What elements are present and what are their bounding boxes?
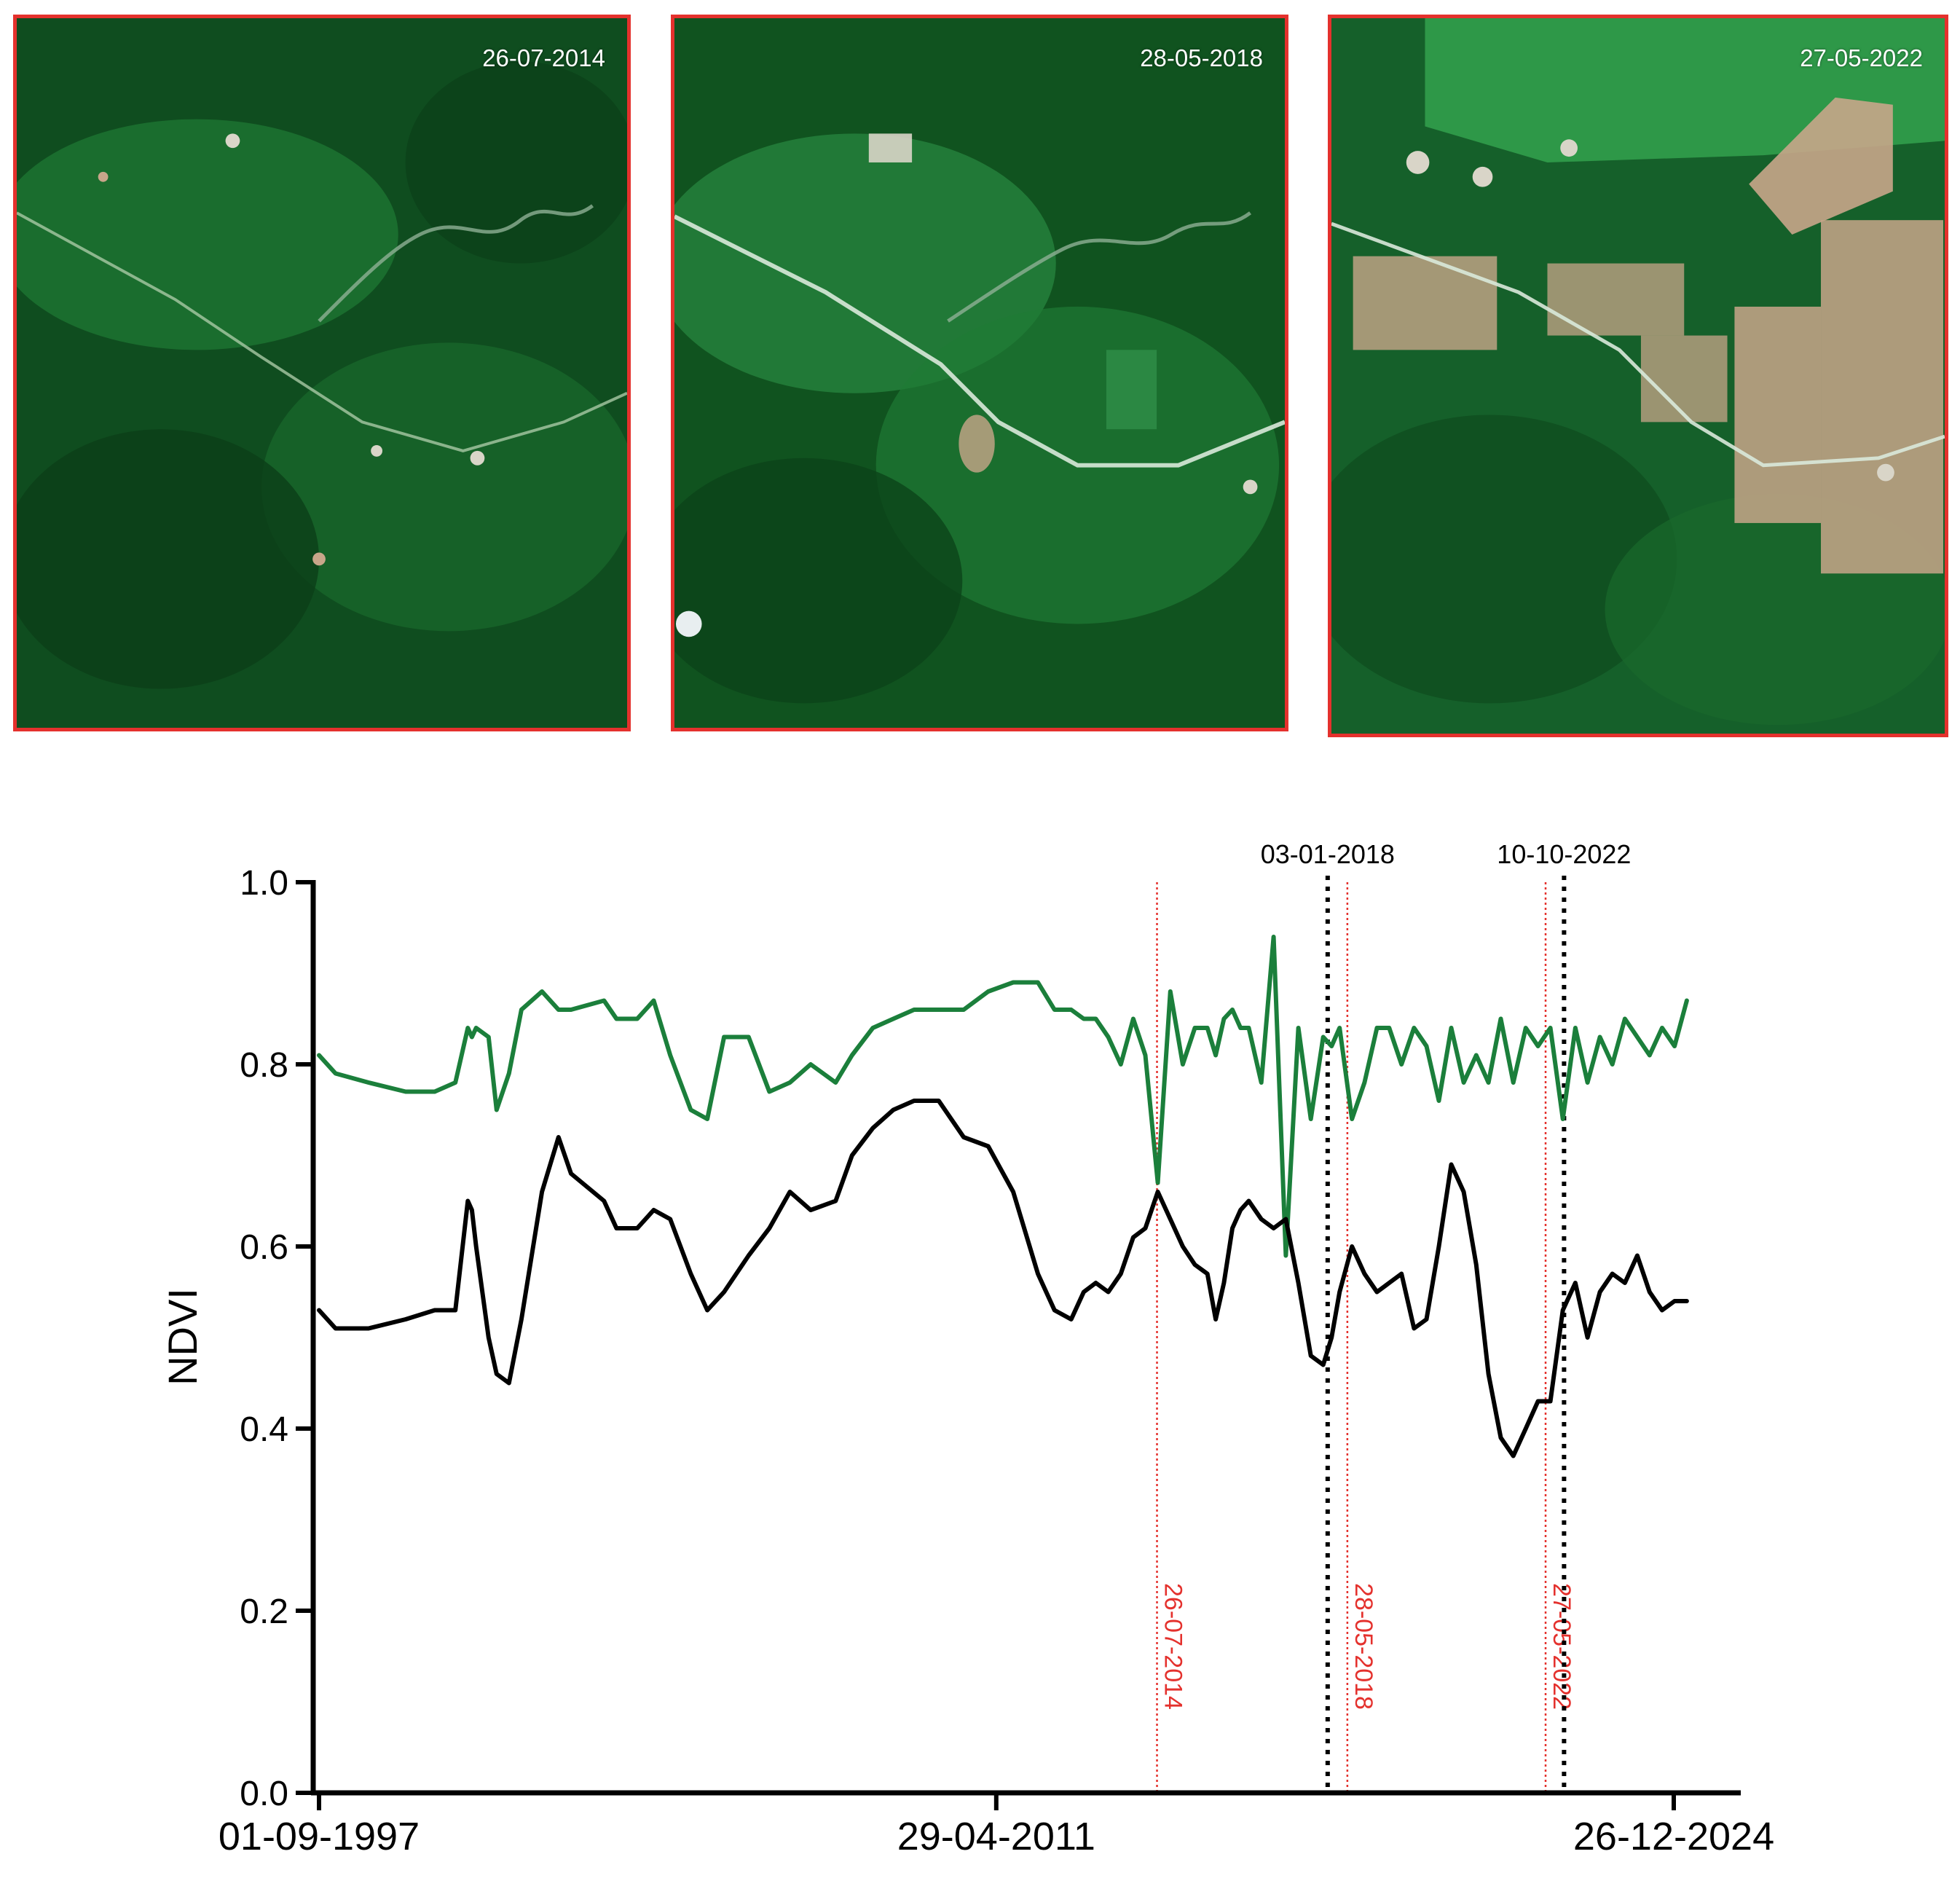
x-tick-label-1: 29-04-2011 — [897, 1815, 1095, 1858]
satellite-image-3 — [1331, 18, 1945, 734]
image-date-label-1: 26-07-2014 — [1160, 1583, 1187, 1710]
satellite-panel-1: 26-07-2014 — [13, 15, 631, 731]
panel-date-1: 26-07-2014 — [482, 44, 605, 71]
y-tick-label-0: 0.0 — [240, 1775, 288, 1813]
y-tick-label-1: 0.2 — [240, 1593, 288, 1631]
y-axis-label: NDVI — [160, 1288, 205, 1386]
x-tick-label-0: 01-09-1997 — [219, 1815, 420, 1858]
panel-date-3: 27-05-2022 — [1800, 44, 1923, 71]
ndvi-chart: 26-07-2014 28-05-2018 27-05-2022 03-01-2018… — [160, 839, 1774, 1858]
satellite-panel-3: 27-05-2022 — [1328, 15, 1948, 737]
y-tick-label-4: 0.8 — [240, 1046, 288, 1085]
panel-date-2: 28-05-2018 — [1140, 44, 1263, 71]
image-date-label-3: 27-05-2022 — [1548, 1583, 1575, 1710]
image-date-label-2: 28-05-2018 — [1350, 1583, 1377, 1710]
y-tick-label-2: 0.4 — [240, 1410, 288, 1449]
event-label-1: 03-01-2018 — [1261, 839, 1395, 869]
y-tick-label-5: 1.0 — [240, 864, 288, 903]
event-label-2: 10-10-2022 — [1497, 839, 1631, 869]
ndvi-series-1 — [317, 935, 1689, 1258]
satellite-panel-2: 28-05-2018 — [671, 15, 1288, 731]
ndvi-series-2 — [317, 1099, 1689, 1458]
satellite-image-2 — [674, 18, 1285, 728]
x-tick-label-2: 26-12-2024 — [1573, 1815, 1774, 1858]
y-tick-label-3: 0.6 — [240, 1228, 288, 1267]
satellite-image-1 — [17, 18, 627, 728]
